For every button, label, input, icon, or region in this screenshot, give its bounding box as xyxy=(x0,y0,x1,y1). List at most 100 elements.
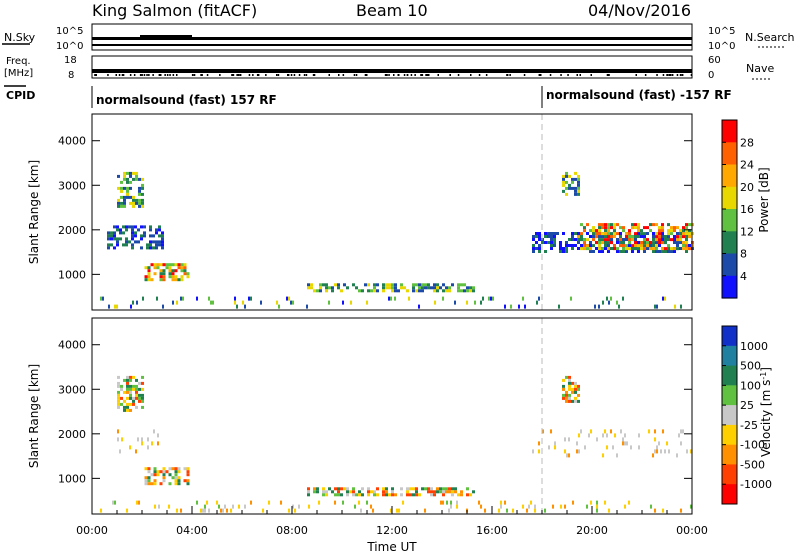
scatter-cell xyxy=(434,300,436,305)
scatter-cell xyxy=(132,402,135,406)
scatter-cell xyxy=(658,441,660,446)
scatter-cell xyxy=(361,493,364,497)
scatter-cell xyxy=(132,201,135,205)
scatter-cell xyxy=(562,183,565,187)
scatter-cell xyxy=(688,223,691,227)
scatter-cell xyxy=(667,235,670,238)
scatter-cell xyxy=(176,300,178,305)
scatter-cell xyxy=(390,296,392,301)
scatter-cell xyxy=(280,500,282,505)
scatter-cell xyxy=(120,201,123,205)
scatter-cell xyxy=(250,500,252,505)
scatter-cell xyxy=(244,504,246,509)
scatter-cell xyxy=(126,408,129,412)
scatter-cell xyxy=(222,508,224,513)
scatter-cell xyxy=(126,396,129,400)
scatter-cell xyxy=(153,272,157,276)
scatter-cell xyxy=(618,304,620,309)
scatter-cell xyxy=(325,286,328,290)
scatter-cell xyxy=(682,226,685,230)
scatter-cell xyxy=(625,235,628,239)
scatter-cell xyxy=(439,487,442,491)
colorbar-swatch xyxy=(722,365,737,386)
scatter-cell xyxy=(654,508,656,513)
scatter-cell xyxy=(234,296,236,301)
scatter-cell xyxy=(577,241,580,244)
scatter-cell xyxy=(571,387,574,391)
scatter-cell xyxy=(631,238,634,242)
scatter-cell xyxy=(658,241,661,245)
scatter-cell xyxy=(595,235,598,239)
scatter-cell xyxy=(676,244,679,247)
scatter-cell xyxy=(162,278,166,282)
scatter-cell xyxy=(355,493,358,497)
scatter-cell xyxy=(577,180,580,184)
scatter-cell xyxy=(596,504,598,509)
scatter-cell xyxy=(147,476,151,480)
scatter-cell xyxy=(565,244,568,247)
scatter-cell xyxy=(583,241,586,245)
scatter-cell xyxy=(577,238,580,242)
scatter-cell xyxy=(125,225,128,229)
scatter-cell xyxy=(619,238,622,242)
scatter-cell xyxy=(138,393,141,397)
scatter-cell xyxy=(554,445,556,450)
scatter-cell xyxy=(658,244,661,247)
scatter-cell xyxy=(367,289,370,293)
scatter-cell xyxy=(440,500,442,505)
nave-mark xyxy=(590,74,592,76)
scatter-cell xyxy=(571,247,574,250)
nave-mark xyxy=(679,74,682,76)
scatter-cell xyxy=(141,183,144,187)
nave-mark xyxy=(265,74,267,76)
nave-mark xyxy=(200,74,202,76)
scatter-cell xyxy=(385,487,388,491)
scatter-cell xyxy=(186,479,190,483)
scatter-cell xyxy=(576,449,578,454)
scatter-cell xyxy=(538,449,540,454)
scatter-cell xyxy=(566,453,568,458)
scatter-cell xyxy=(125,228,128,232)
scatter-cell xyxy=(667,250,670,253)
scatter-cell xyxy=(676,235,679,239)
scatter-cell xyxy=(354,504,356,509)
scatter-cell xyxy=(421,283,424,287)
colorbar-swatch xyxy=(722,231,737,255)
scatter-cell xyxy=(337,487,340,491)
scatter-cell xyxy=(577,183,580,187)
nave-mark xyxy=(129,74,132,76)
scatter-cell xyxy=(120,186,123,190)
scatter-cell xyxy=(628,241,631,245)
scatter-cell xyxy=(159,272,163,276)
freq-tick-bottom: 8 xyxy=(68,70,74,81)
scatter-cell xyxy=(370,504,372,509)
scatter-cell xyxy=(595,247,598,250)
scatter-cell xyxy=(680,429,682,434)
nave-mark xyxy=(160,74,162,76)
scatter-cell xyxy=(628,232,631,236)
scatter-cell xyxy=(445,487,448,491)
scatter-cell xyxy=(158,228,161,232)
scatter-cell xyxy=(451,493,454,497)
scatter-cell xyxy=(580,429,582,434)
scatter-cell xyxy=(125,243,128,247)
scatter-cell xyxy=(138,201,141,205)
scatter-cell xyxy=(126,508,128,513)
scatter-cell xyxy=(117,429,119,434)
scatter-cell xyxy=(141,375,144,379)
scatter-cell xyxy=(415,289,418,293)
scatter-cell xyxy=(658,232,661,236)
scatter-cell xyxy=(572,500,574,505)
scatter-cell xyxy=(123,399,126,403)
scatter-cell xyxy=(667,247,670,250)
scatter-cell xyxy=(602,300,604,305)
scatter-cell xyxy=(183,272,187,276)
scatter-cell xyxy=(448,289,451,293)
nave-mark xyxy=(406,74,409,76)
scatter-cell xyxy=(604,223,607,227)
scatter-cell xyxy=(147,470,151,474)
scatter-cell xyxy=(135,393,138,397)
scatter-cell xyxy=(658,235,661,239)
scatter-cell xyxy=(664,296,666,301)
scatter-cell xyxy=(174,263,178,267)
